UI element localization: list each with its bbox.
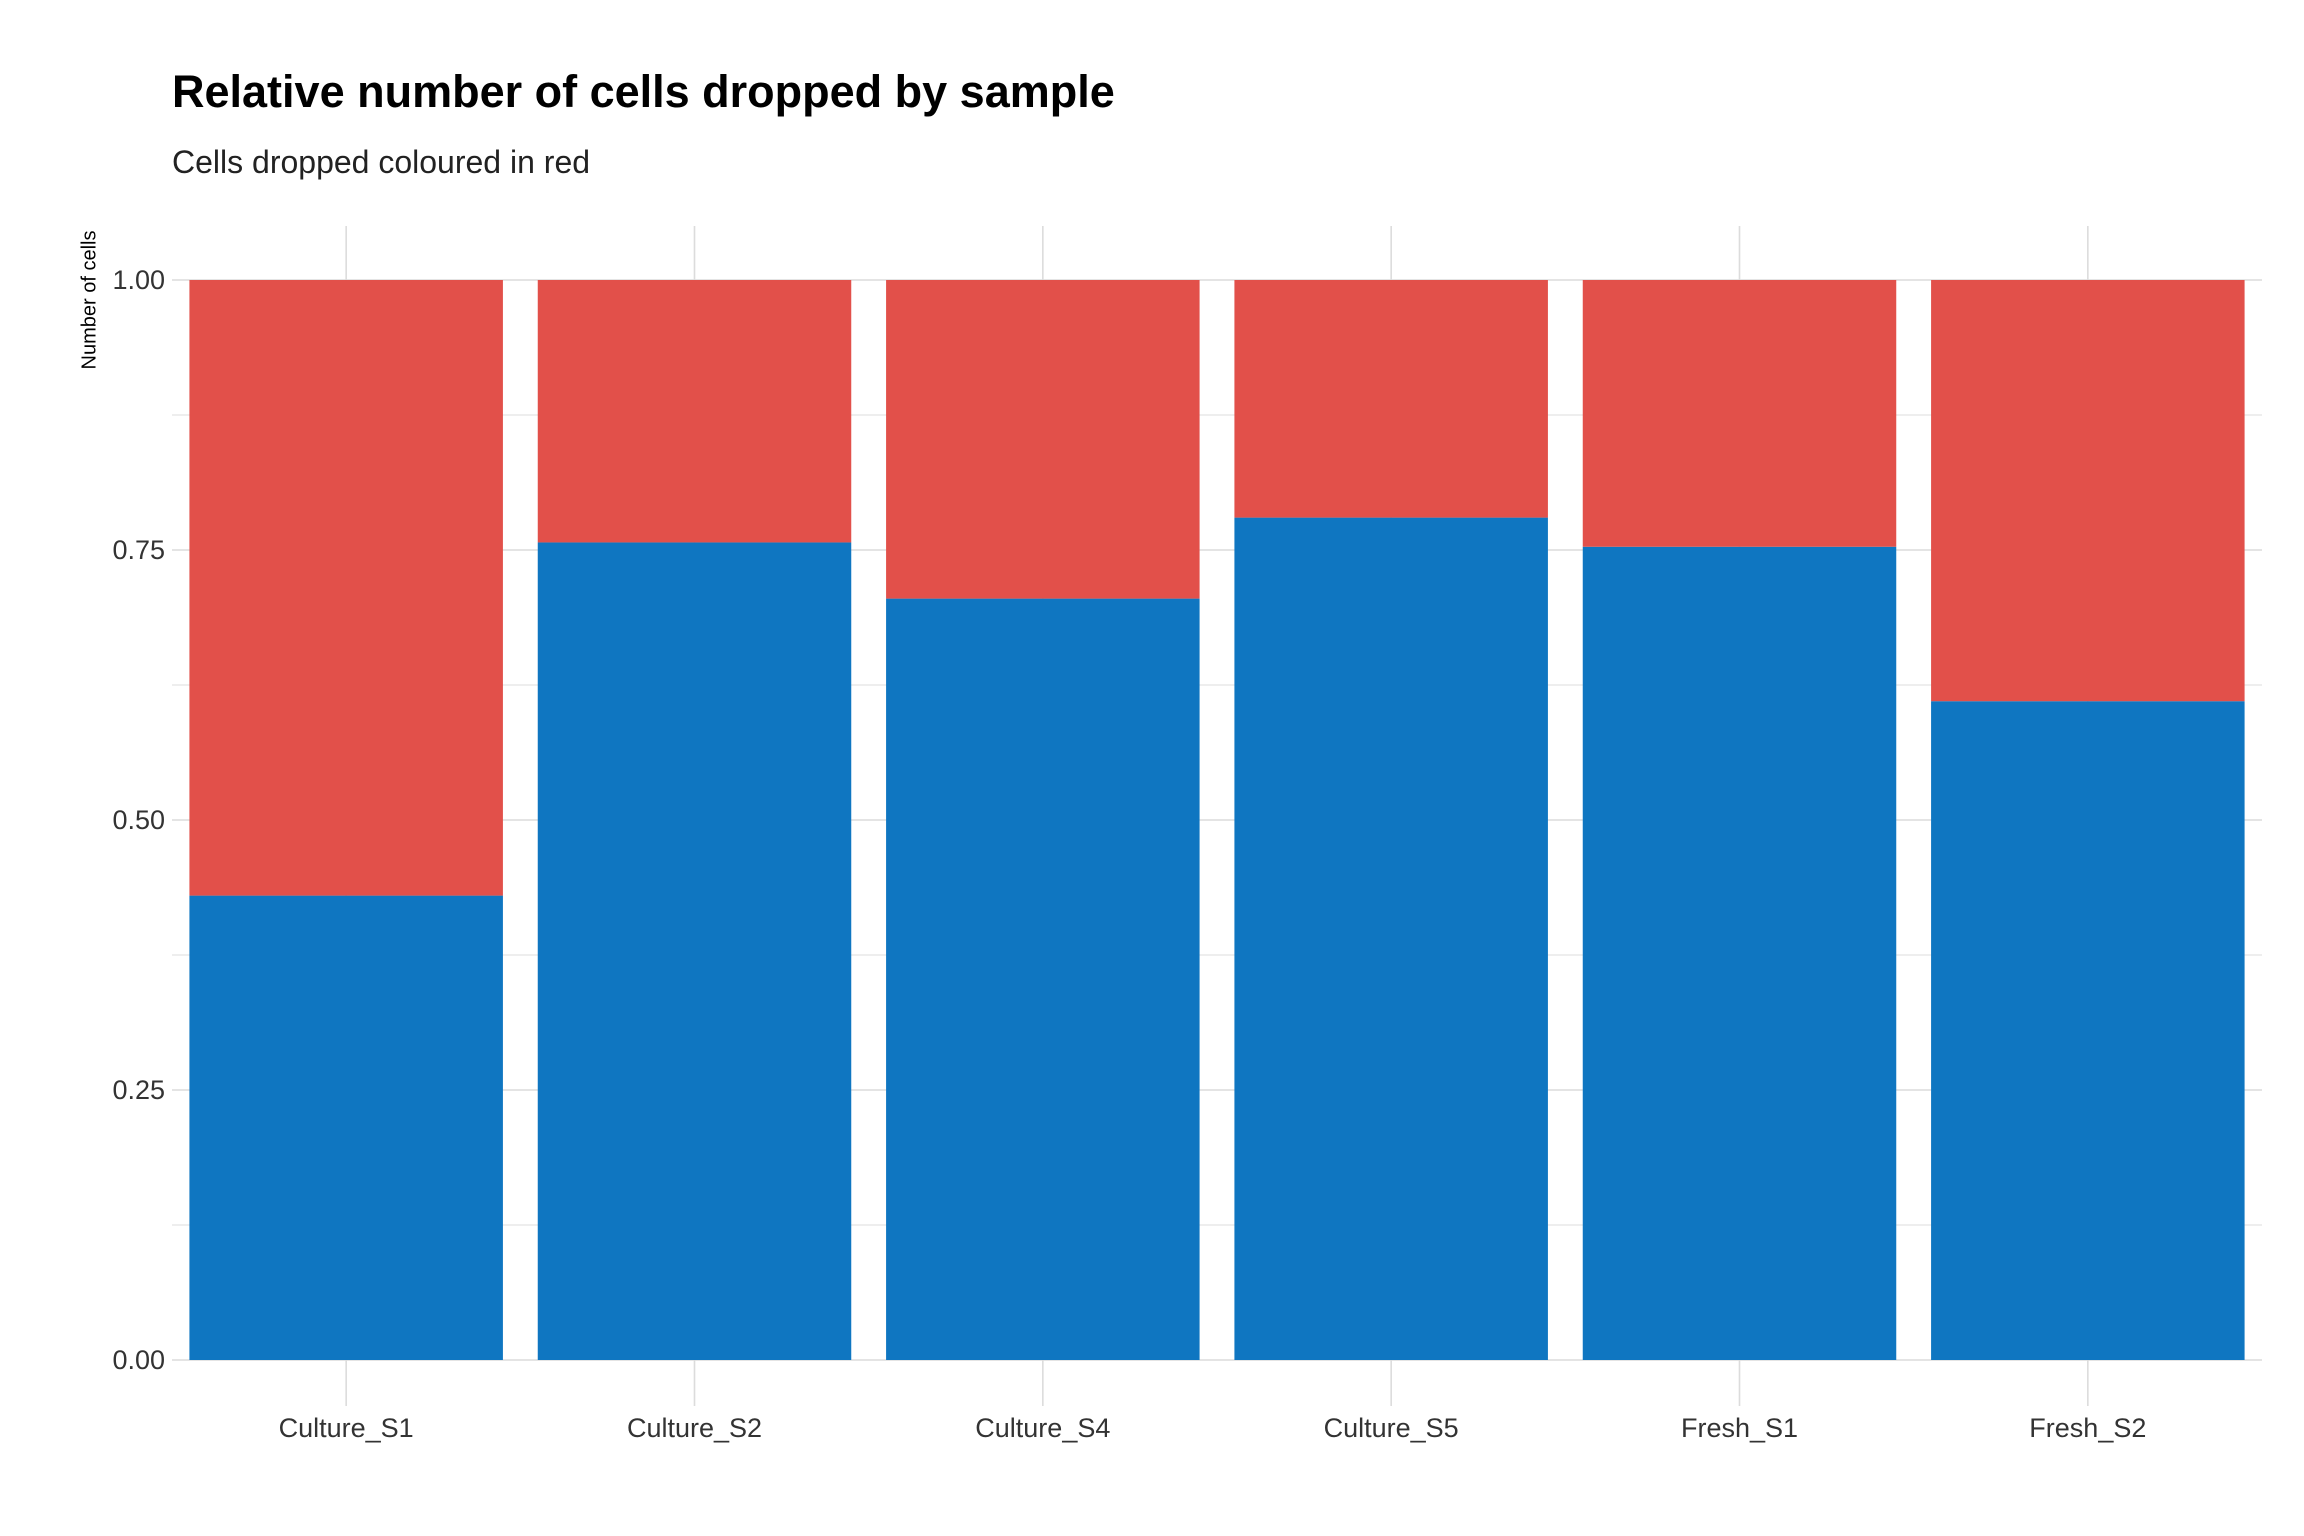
- chart-subtitle: Cells dropped coloured in red: [172, 144, 591, 180]
- y-tick-label: 0.75: [112, 535, 165, 565]
- bar-dropped-Culture_S4: [886, 280, 1200, 599]
- x-tick-label: Culture_S5: [1324, 1413, 1459, 1443]
- bar-kept-Culture_S1: [189, 895, 503, 1360]
- x-tick-label: Culture_S1: [279, 1413, 414, 1443]
- bar-dropped-Fresh_S2: [1931, 280, 2245, 702]
- y-tick-labels: 0.00 0.25 0.50 0.75 1.00: [112, 265, 165, 1375]
- y-tick-label: 0.25: [112, 1075, 165, 1105]
- bar-dropped-Culture_S2: [537, 280, 852, 543]
- bar-kept-Culture_S4: [886, 598, 1200, 1360]
- chart-title: Relative number of cells dropped by samp…: [172, 66, 1115, 117]
- bar-dropped-Fresh_S1: [1582, 280, 1897, 547]
- y-tick-label: 0.50: [112, 805, 165, 835]
- bar-kept-Culture_S5: [1234, 517, 1548, 1360]
- y-tick-label: 1.00: [112, 265, 165, 295]
- bar-kept-Fresh_S2: [1931, 701, 2245, 1360]
- x-tick-labels: Culture_S1 Culture_S2 Culture_S4 Culture_S5…: [279, 1413, 2147, 1443]
- bar-kept-Culture_S2: [537, 542, 852, 1360]
- bar-dropped-Culture_S5: [1234, 280, 1548, 518]
- bar-dropped-Culture_S1: [189, 280, 503, 896]
- bars: [189, 280, 2245, 1360]
- x-tick-label: Fresh_S1: [1681, 1413, 1798, 1443]
- x-tick-label: Culture_S4: [975, 1413, 1110, 1443]
- bar-kept-Fresh_S1: [1582, 546, 1897, 1360]
- y-tick-label: 0.00: [112, 1345, 165, 1375]
- x-tick-label: Fresh_S2: [2029, 1413, 2146, 1443]
- x-tick-label: Culture_S2: [627, 1413, 762, 1443]
